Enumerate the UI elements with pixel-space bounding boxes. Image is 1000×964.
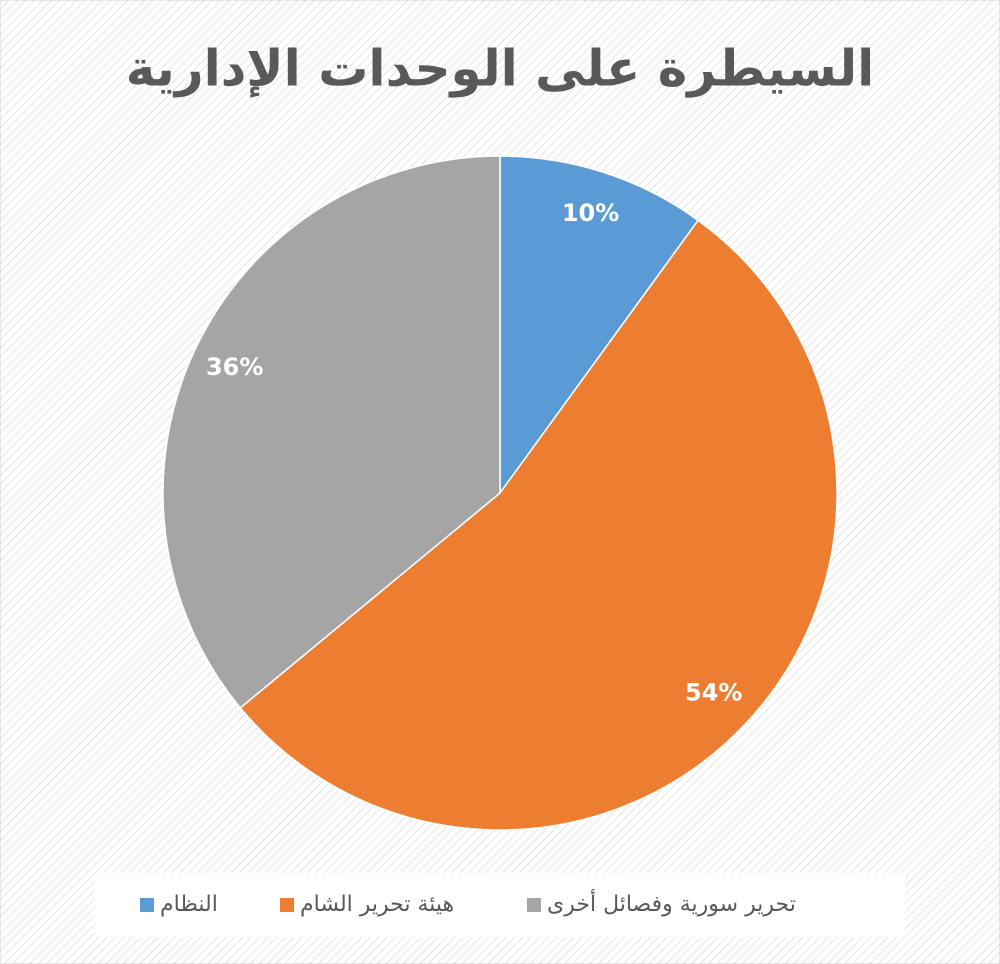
legend-label: هيئة تحرير الشام — [300, 892, 454, 917]
legend-swatch — [280, 898, 294, 912]
legend-swatch — [140, 898, 154, 912]
legend-swatch — [527, 898, 541, 912]
pie-slice — [162, 155, 501, 709]
data-label: 10% — [562, 199, 619, 227]
data-label: 36% — [206, 353, 263, 381]
pie-slice — [239, 219, 838, 831]
chart-title: السيطرة على الوحدات الإدارية — [126, 40, 875, 99]
legend-label: النظام — [160, 892, 218, 917]
pie-slice — [499, 155, 700, 496]
legend-label: تحرير سورية وفصائل أخرى — [547, 889, 796, 917]
legend-box — [95, 873, 905, 937]
data-label: 54% — [685, 679, 742, 707]
